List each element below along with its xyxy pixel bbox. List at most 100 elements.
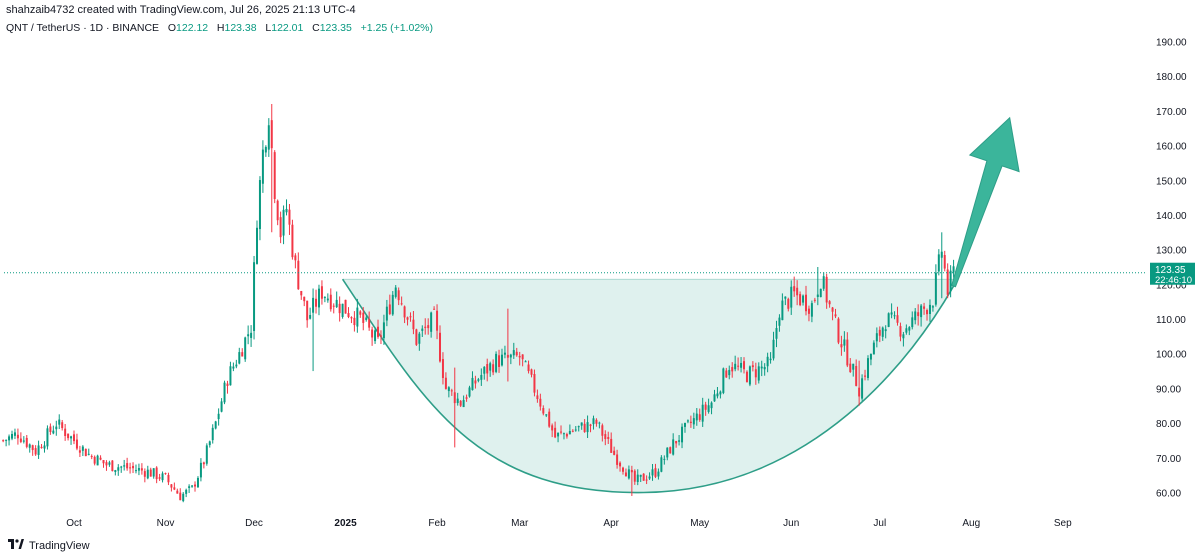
last-price-tag: [1150, 262, 1195, 285]
candle-body: [822, 276, 825, 289]
low-label: L: [265, 22, 272, 34]
candle-body: [78, 450, 81, 453]
candle: [884, 325, 887, 339]
candle: [616, 449, 619, 469]
candle: [949, 265, 952, 298]
candle: [40, 444, 43, 449]
candle: [896, 306, 899, 326]
candle-body: [326, 298, 329, 301]
candle: [577, 425, 580, 432]
candle-body: [377, 326, 380, 337]
candle: [757, 362, 760, 384]
candle-body: [5, 439, 8, 441]
candle-body: [802, 295, 805, 303]
candle-body: [554, 427, 557, 438]
symbol-name[interactable]: QNT / TetherUS · 1D · BINANCE: [6, 22, 160, 34]
candle: [619, 461, 622, 472]
candle: [450, 388, 453, 396]
candle-body: [489, 363, 492, 371]
candle-body: [893, 315, 896, 317]
candle-body: [70, 436, 73, 439]
time-tick-label: Sep: [1054, 518, 1072, 529]
candle: [93, 455, 96, 466]
candle: [660, 455, 663, 473]
candle-body: [524, 361, 527, 363]
candle-body: [338, 303, 341, 314]
high-label: H: [216, 22, 225, 34]
candle: [250, 325, 253, 347]
candle-body: [831, 307, 834, 312]
candle: [813, 297, 816, 303]
price-axis[interactable]: 60.00 70.00 80.00 90.00 100.00 110.00 120.00 13…: [1150, 38, 1195, 500]
candle-body: [270, 120, 273, 149]
candle: [760, 360, 763, 377]
candle: [16, 428, 19, 445]
candle: [377, 319, 380, 339]
candle: [574, 426, 577, 432]
candle: [586, 415, 589, 438]
candle: [282, 205, 285, 245]
candle-body: [13, 432, 16, 436]
candle-body: [353, 317, 356, 326]
candle-body: [474, 380, 477, 384]
candle: [356, 298, 359, 333]
candle: [164, 472, 167, 475]
candle-body: [545, 414, 548, 416]
candle-body: [149, 469, 152, 477]
candle-body: [217, 413, 220, 420]
candle-body: [28, 444, 31, 448]
candle-body: [660, 457, 663, 472]
candle: [669, 446, 672, 454]
price-tick-label: 170.00: [1156, 107, 1187, 118]
breakout-arrow: [951, 116, 1020, 288]
candle: [840, 335, 843, 356]
candle: [217, 408, 220, 426]
candle: [548, 408, 551, 428]
candle: [831, 306, 834, 321]
candle: [807, 305, 810, 322]
candle-body: [22, 440, 25, 442]
candle: [397, 287, 400, 306]
candle-body: [560, 431, 563, 433]
candle: [651, 463, 654, 481]
candle-body: [698, 414, 701, 420]
candle-body: [642, 473, 645, 481]
candle-body: [462, 399, 465, 408]
time-tick-label: Dec: [245, 518, 263, 529]
candle-body: [123, 465, 126, 467]
candle: [681, 423, 684, 449]
candle: [881, 326, 884, 341]
candle: [580, 422, 583, 430]
candle-body: [872, 342, 875, 355]
candle: [627, 465, 630, 480]
time-tick-label: Aug: [962, 518, 980, 529]
candle-body: [182, 493, 185, 502]
candle: [84, 448, 87, 457]
candle: [320, 280, 323, 305]
candle-body: [55, 426, 58, 430]
candle: [707, 398, 710, 414]
candle: [480, 368, 483, 386]
candle: [146, 465, 149, 480]
candle: [49, 423, 52, 435]
candle-body: [754, 369, 757, 378]
candle: [406, 316, 409, 326]
candle-body: [928, 304, 931, 315]
candle: [238, 347, 241, 365]
candle-body: [58, 419, 61, 425]
candle-body: [518, 355, 521, 358]
candle-body: [790, 286, 793, 308]
price-tick-label: 160.00: [1156, 142, 1187, 153]
candle: [926, 308, 929, 321]
candle-body: [548, 411, 551, 427]
candle-body: [678, 440, 681, 442]
time-axis[interactable]: Oct Nov Dec 2025 Feb Mar Apr May Jun Jul Aug Sep: [66, 518, 1072, 529]
candle-body: [793, 286, 796, 292]
candle-body: [279, 217, 282, 238]
candle-body: [672, 439, 675, 455]
candle-body: [164, 473, 167, 475]
candle-body: [374, 330, 377, 342]
candle-body: [418, 333, 421, 344]
footer-brand[interactable]: TradingView: [8, 539, 90, 552]
